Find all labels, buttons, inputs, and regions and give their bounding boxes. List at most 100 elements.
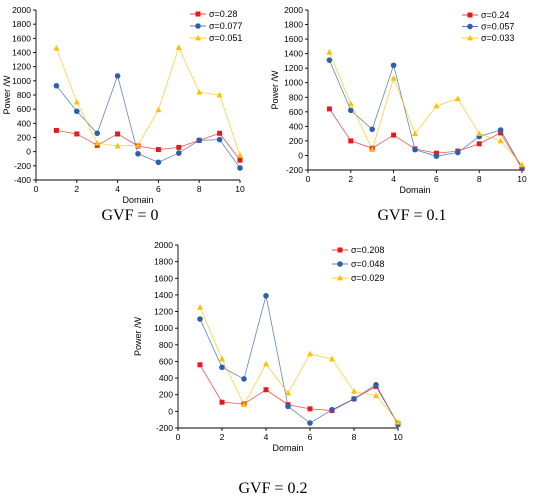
y-tick-label: 600	[17, 104, 31, 114]
data-point	[53, 82, 60, 89]
legend-marker	[337, 261, 343, 267]
data-point	[216, 136, 223, 143]
chart-3: 0 2 4 6 8 10-20002004006008001000120014001600…	[133, 240, 403, 497]
y-tick-label: 1400	[12, 48, 31, 58]
data-point	[155, 106, 162, 113]
y-tick-label: 1000	[12, 76, 31, 86]
x-tick-label: 8	[477, 174, 482, 184]
data-point	[412, 146, 418, 153]
legend-marker	[337, 247, 343, 253]
y-tick-label: 1800	[154, 257, 173, 267]
legend-label: σ=0.029	[351, 273, 384, 283]
data-point	[348, 138, 354, 144]
legend-label: σ=0.057	[481, 22, 514, 32]
data-point	[114, 142, 121, 149]
data-point	[74, 108, 80, 115]
data-point	[53, 127, 59, 133]
x-tick-label: 0	[176, 432, 181, 442]
y-tick-label: 1000	[154, 323, 173, 333]
y-tick-label: -200	[14, 161, 31, 171]
y-tick-label: 200	[159, 390, 173, 400]
legend-label: σ=0.033	[481, 33, 514, 43]
data-point	[263, 387, 269, 393]
series-line	[329, 60, 523, 169]
series-2	[326, 57, 525, 171]
series-3	[197, 304, 401, 425]
data-point	[74, 131, 80, 137]
x-tick-label: 2	[74, 184, 79, 194]
y-tick-label: 1400	[154, 290, 173, 300]
data-point	[329, 406, 335, 413]
x-axis-title: Domain	[122, 195, 153, 205]
y-tick-label: 1200	[284, 63, 303, 73]
x-tick-label: 10	[517, 174, 527, 184]
data-point	[433, 153, 440, 159]
data-point	[476, 130, 483, 137]
y-tick-label: -200	[286, 165, 303, 175]
series-3	[326, 48, 525, 168]
legend-label: σ=0.048	[351, 259, 384, 269]
y-axis-title: Power /W	[270, 70, 280, 110]
x-tick-label: 4	[264, 432, 269, 442]
data-point	[497, 127, 504, 133]
y-axis-title: Power /W	[133, 316, 143, 356]
data-point	[217, 130, 223, 136]
x-tick-label: 2	[348, 174, 353, 184]
chart-caption: GVF = 0.1	[377, 207, 446, 224]
x-tick-label: 4	[115, 184, 120, 194]
chart-caption: GVF = 0	[101, 207, 158, 224]
y-tick-label: 1600	[284, 34, 303, 44]
legend: σ=0.28 σ=0.077 σ=0.051	[190, 9, 242, 43]
data-point	[135, 150, 141, 157]
y-tick-label: 1800	[284, 20, 303, 30]
data-point	[369, 126, 376, 133]
y-tick-label: 1600	[154, 273, 173, 283]
legend-label: σ=0.24	[481, 10, 509, 20]
data-point	[175, 44, 182, 50]
y-tick-label: 400	[159, 373, 173, 383]
data-point	[326, 48, 333, 55]
legend-label: σ=0.051	[209, 33, 242, 43]
x-tick-label: 2	[220, 432, 225, 442]
data-point	[307, 350, 313, 357]
y-tick-label: 600	[289, 107, 303, 117]
data-point	[348, 107, 354, 114]
legend-marker	[467, 34, 473, 41]
data-point	[390, 75, 397, 81]
series-line	[199, 307, 399, 423]
data-point	[307, 420, 313, 426]
legend-marker	[195, 23, 201, 29]
data-point	[219, 364, 225, 371]
data-point	[73, 98, 80, 105]
series-line	[56, 74, 241, 169]
y-tick-label: 600	[159, 356, 173, 366]
legend-marker	[195, 11, 201, 17]
data-point	[115, 131, 121, 137]
data-point	[196, 88, 203, 95]
data-point	[347, 100, 354, 107]
data-point	[498, 130, 504, 136]
data-point	[219, 399, 225, 405]
data-point	[326, 106, 332, 112]
x-tick-label: 0	[306, 174, 311, 184]
y-tick-label: 0	[298, 150, 303, 160]
data-point	[329, 355, 335, 362]
x-tick-label: 8	[197, 184, 202, 194]
legend-label: σ=0.077	[209, 21, 242, 31]
x-tick-label: 6	[308, 432, 313, 442]
y-tick-label: 200	[289, 136, 303, 146]
y-tick-label: 400	[289, 121, 303, 131]
legend-marker	[337, 274, 343, 281]
y-tick-label: 400	[17, 118, 31, 128]
y-tick-label: 1000	[284, 78, 303, 88]
x-tick-label: 6	[156, 184, 161, 194]
y-tick-label: 800	[289, 92, 303, 102]
y-tick-label: 0	[168, 406, 173, 416]
data-point	[455, 149, 461, 156]
series-1	[53, 127, 243, 163]
data-point	[369, 146, 376, 153]
data-point	[219, 355, 225, 362]
data-point	[114, 73, 121, 79]
data-point	[285, 389, 291, 396]
data-point	[53, 44, 60, 51]
